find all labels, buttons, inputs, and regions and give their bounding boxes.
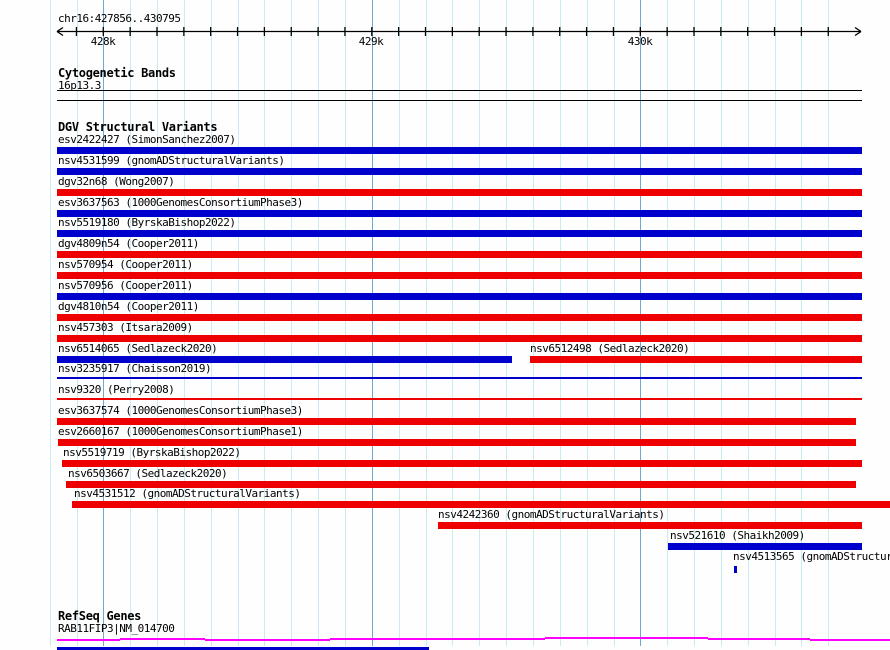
gridline-minor — [157, 0, 158, 646]
gridline-minor — [291, 0, 293, 646]
ruler-tick-label: 429k — [358, 35, 384, 48]
variant-label[interactable]: esv2422427 (SimonSanchez2007) — [58, 133, 236, 146]
variant-bar[interactable] — [66, 481, 856, 488]
refseq-gene-label[interactable]: RAB11FIP3|NM_014700 — [58, 622, 175, 635]
variant-bar[interactable] — [57, 377, 862, 379]
gridline-minor — [425, 0, 427, 646]
variant-bar[interactable] — [57, 398, 862, 400]
variant-label[interactable]: nsv457303 (Itsara2009) — [58, 321, 193, 334]
ruler-right-arrow-icon — [854, 30, 862, 37]
cytoband-glyph[interactable] — [57, 90, 862, 101]
variant-label[interactable]: nsv9320 (Perry2008) — [58, 383, 175, 396]
variant-label[interactable]: dgv32n68 (Wong2007) — [58, 175, 175, 188]
gene-line-segment — [330, 638, 545, 640]
variant-label[interactable]: nsv5519180 (ByrskaBishop2022) — [58, 216, 236, 229]
variant-label[interactable]: nsv4531512 (gnomADStructuralVariants) — [74, 487, 301, 500]
region-title: chr16:427856..430795 — [58, 12, 181, 25]
gridline-minor — [694, 0, 695, 646]
gridline-minor — [345, 0, 346, 646]
gridline-major — [640, 0, 642, 646]
variant-bar[interactable] — [57, 147, 862, 154]
variant-label[interactable]: dgv4810n54 (Cooper2011) — [58, 300, 199, 313]
gene-line-segment — [810, 639, 890, 641]
gridline-minor — [747, 0, 749, 646]
variant-bar[interactable] — [57, 230, 862, 237]
variant-bar[interactable] — [57, 168, 862, 175]
variant-bar[interactable] — [58, 439, 856, 446]
variant-label[interactable]: nsv570956 (Cooper2011) — [58, 279, 193, 292]
variant-label[interactable]: esv3637563 (1000GenomesConsortiumPhase3) — [58, 196, 303, 209]
ruler-left-arrow-icon — [56, 30, 64, 37]
variant-label[interactable]: nsv6514065 (Sedlazeck2020) — [58, 342, 218, 355]
ruler-right-arrow-icon — [854, 26, 862, 33]
dgv-header: DGV Structural Variants — [58, 120, 218, 134]
variant-bar[interactable] — [57, 335, 862, 342]
variant-bar[interactable] — [438, 522, 862, 529]
variant-label[interactable]: nsv6503667 (Sedlazeck2020) — [68, 467, 228, 480]
variant-label[interactable]: nsv570954 (Cooper2011) — [58, 258, 193, 271]
gridline-minor — [76, 0, 78, 646]
variant-bar[interactable] — [57, 272, 862, 279]
gridline-minor — [667, 0, 669, 646]
gene-line-segment — [120, 638, 205, 640]
variant-bar[interactable] — [734, 566, 737, 573]
gridline-minor — [452, 0, 454, 646]
variant-bar[interactable] — [530, 356, 862, 363]
variant-label[interactable]: nsv6512498 (Sedlazeck2020) — [530, 342, 690, 355]
variant-label[interactable]: esv3637574 (1000GenomesConsortiumPhase3) — [58, 404, 303, 417]
gridline-minor — [559, 0, 561, 646]
gridline-minor — [49, 0, 51, 646]
variant-label[interactable]: nsv3235917 (Chaisson2019) — [58, 362, 212, 375]
variant-label[interactable]: nsv4513565 (gnomADStructur — [733, 550, 890, 563]
gridline-minor — [801, 0, 803, 646]
variant-bar[interactable] — [57, 314, 862, 321]
gridline-minor — [183, 0, 185, 646]
variant-label[interactable]: dgv4809n54 (Cooper2011) — [58, 237, 199, 250]
gridline-minor — [774, 0, 776, 646]
gridline-minor — [720, 0, 722, 646]
variant-label[interactable]: nsv5519719 (ByrskaBishop2022) — [63, 446, 241, 459]
refseq-header: RefSeq Genes — [58, 609, 142, 623]
gridline-minor — [479, 0, 481, 646]
ruler-axis — [56, 26, 862, 37]
variant-label[interactable]: nsv4242360 (gnomADStructuralVariants) — [438, 508, 665, 521]
gene-line-segment — [57, 639, 120, 641]
variant-label[interactable]: nsv521610 (Shaikh2009) — [670, 529, 805, 542]
variant-bar[interactable] — [57, 251, 862, 258]
gridline-minor — [237, 0, 239, 646]
refseq-gene-glyph[interactable] — [57, 647, 429, 650]
cytoband-label[interactable]: 16p13.3 — [58, 79, 101, 92]
gene-line-segment — [205, 639, 330, 641]
variant-bar[interactable] — [72, 501, 890, 508]
variant-bar[interactable] — [57, 210, 862, 217]
gridline-minor — [398, 0, 400, 646]
gridline-minor — [828, 0, 830, 646]
gridline-minor — [586, 0, 588, 646]
variant-bar[interactable] — [668, 543, 862, 550]
variant-bar[interactable] — [57, 189, 862, 196]
gridline-minor — [532, 0, 534, 646]
gridline-minor — [318, 0, 320, 646]
gridline-major — [103, 0, 105, 646]
gridline-minor — [264, 0, 266, 646]
ruler-tick-label: 428k — [90, 35, 116, 48]
gridline-minor — [613, 0, 615, 646]
variant-label[interactable]: nsv4531599 (gnomADStructuralVariants) — [58, 154, 285, 167]
gridline-minor — [210, 0, 212, 646]
variant-bar[interactable] — [57, 293, 862, 300]
variant-bar[interactable] — [62, 460, 862, 467]
variant-label[interactable]: esv2660167 (1000GenomesConsortiumPhase1) — [58, 425, 303, 438]
gene-line-segment — [708, 638, 810, 640]
gene-line-segment — [545, 637, 708, 639]
cytobands-header: Cytogenetic Bands — [58, 66, 176, 80]
variant-bar[interactable] — [57, 418, 856, 425]
ruler-left-arrow-icon — [56, 26, 64, 33]
gridline-minor — [130, 0, 132, 646]
gridline-minor — [506, 0, 508, 646]
ruler-tick-label: 430k — [627, 35, 653, 48]
gridline-major — [371, 0, 373, 646]
variant-bar[interactable] — [57, 356, 512, 363]
